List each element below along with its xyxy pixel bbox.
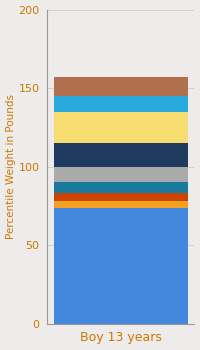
Y-axis label: Percentile Weight in Pounds: Percentile Weight in Pounds xyxy=(6,94,16,239)
Bar xyxy=(54,201,188,208)
Bar xyxy=(54,96,188,112)
Bar xyxy=(54,194,188,201)
Bar xyxy=(54,208,188,324)
Bar xyxy=(54,167,188,182)
Bar xyxy=(54,182,188,194)
Bar xyxy=(54,112,188,143)
Bar xyxy=(54,77,188,96)
Bar xyxy=(54,143,188,167)
